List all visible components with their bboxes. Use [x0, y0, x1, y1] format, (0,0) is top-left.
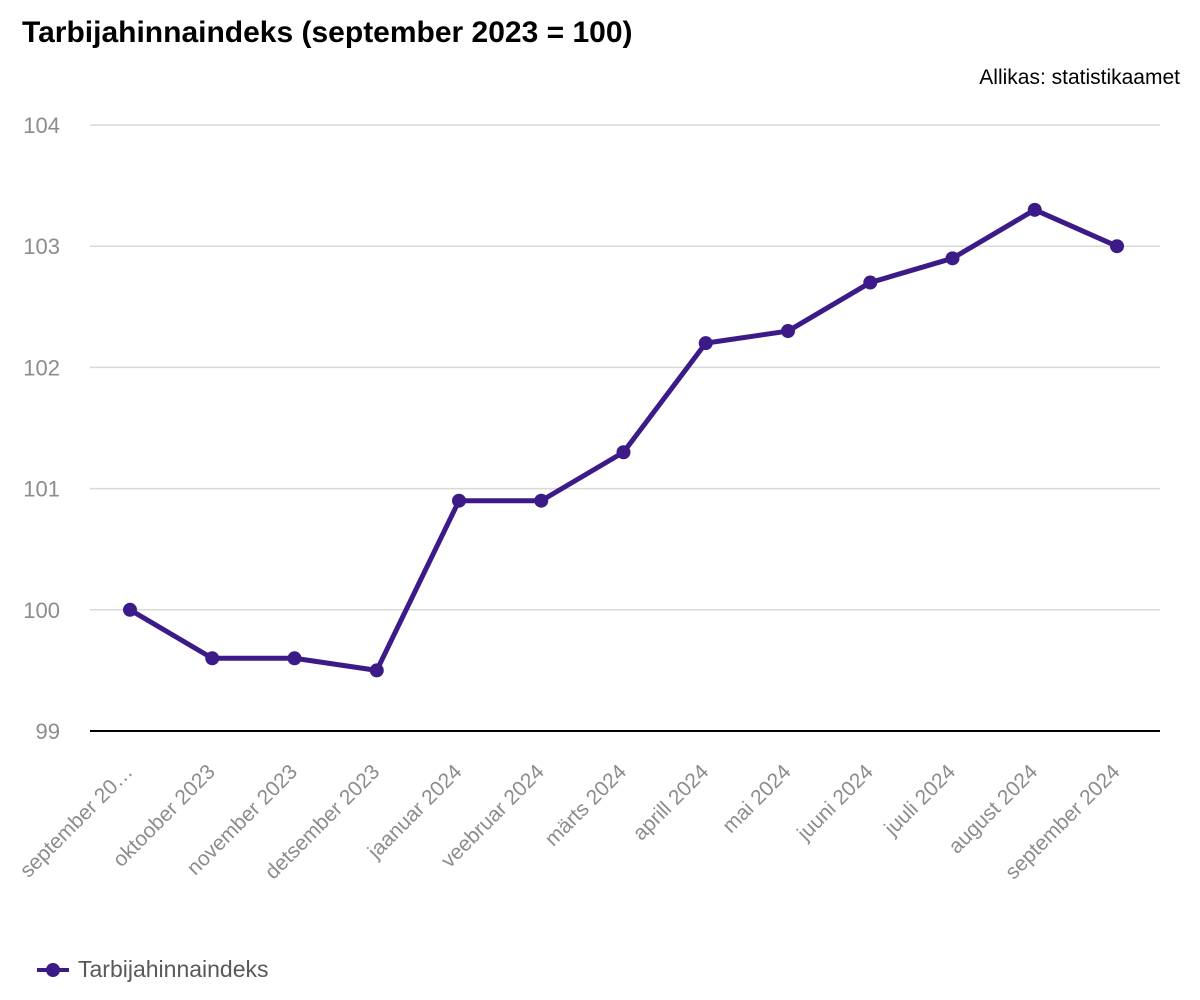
data-point[interactable]: [205, 651, 220, 666]
chart-source: Allikas: statistikaamet: [979, 66, 1180, 89]
data-point[interactable]: [369, 663, 384, 678]
grid-layer: [90, 124, 1160, 732]
x-tick-label: mai 2024: [718, 760, 796, 838]
y-tick-label: 101: [23, 477, 60, 502]
data-point[interactable]: [287, 651, 302, 666]
data-point[interactable]: [616, 445, 631, 460]
y-tick-label: 99: [36, 719, 60, 744]
x-tick-label: juuli 2024: [879, 760, 960, 841]
legend-marker-icon: [37, 962, 69, 977]
legend[interactable]: Tarbijahinnaindeks: [36, 956, 269, 983]
x-tick-label: aprill 2024: [628, 760, 713, 845]
data-point[interactable]: [1110, 239, 1124, 254]
data-point[interactable]: [863, 275, 878, 290]
data-point[interactable]: [1027, 202, 1042, 217]
series-layer: [123, 202, 1124, 678]
data-point[interactable]: [123, 602, 137, 617]
y-tick-label: 103: [23, 234, 60, 259]
series-line: [128, 207, 1119, 673]
data-point[interactable]: [452, 493, 466, 508]
data-point[interactable]: [534, 493, 549, 508]
y-tick-label: 102: [23, 355, 60, 380]
data-point[interactable]: [945, 251, 960, 266]
data-point[interactable]: [781, 324, 795, 339]
x-tick-label: märts 2024: [540, 760, 631, 851]
chart-title: Tarbijahinnaindeks (september 2023 = 100…: [22, 16, 633, 49]
data-point[interactable]: [698, 336, 713, 351]
x-tick-label: juuni 2024: [792, 760, 878, 846]
y-tick-label: 100: [23, 598, 60, 623]
legend-label: Tarbijahinnaindeks: [78, 956, 269, 982]
y-axis-ticks: 99 100 101 102 103 104: [23, 113, 60, 744]
y-tick-label: 104: [23, 113, 60, 138]
